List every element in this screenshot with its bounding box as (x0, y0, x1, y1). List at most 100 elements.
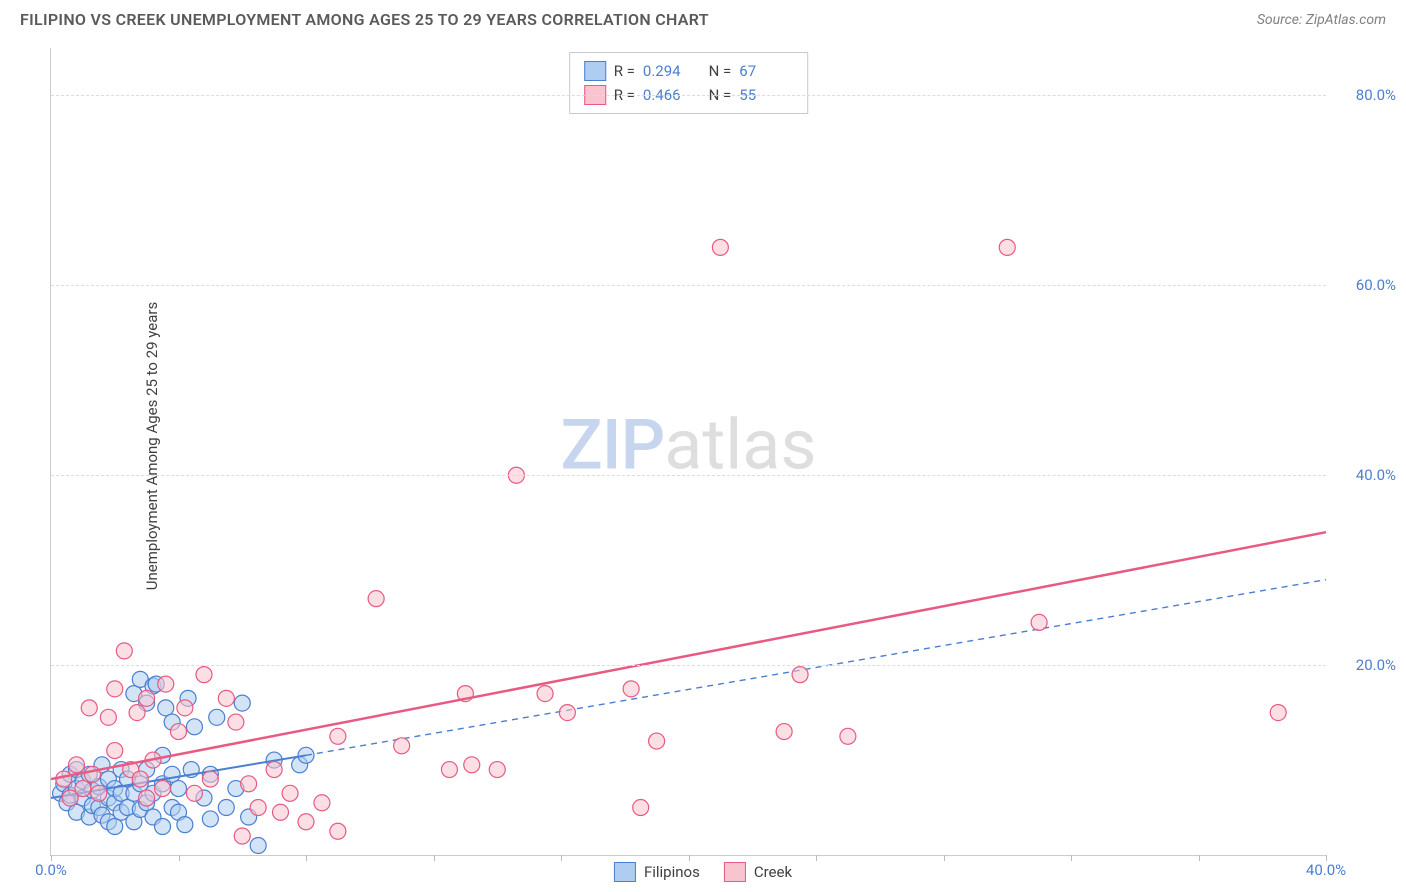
data-point (464, 757, 480, 773)
data-point (792, 667, 808, 683)
data-point (177, 817, 193, 833)
data-point (107, 819, 123, 835)
data-point (196, 667, 212, 683)
data-point (840, 728, 856, 744)
x-tick-mark (434, 855, 435, 861)
trend-line (51, 532, 1326, 779)
data-point (107, 743, 123, 759)
data-point (266, 762, 282, 778)
data-point (537, 686, 553, 702)
x-tick-label: 0.0% (35, 861, 67, 879)
chart-title: FILIPINO VS CREEK UNEMPLOYMENT AMONG AGE… (20, 10, 709, 29)
legend-swatch (724, 862, 746, 882)
data-point (116, 643, 132, 659)
legend-swatch (614, 862, 636, 882)
y-tick-label: 20.0% (1356, 656, 1396, 674)
data-point (559, 705, 575, 721)
x-tick-mark (1199, 855, 1200, 861)
x-tick-mark (944, 855, 945, 861)
scatter-chart: ZIPatlas R =0.294 N =67R =0.466 N =55 20… (50, 48, 1326, 856)
data-point (91, 785, 107, 801)
data-point (228, 714, 244, 730)
data-point (155, 819, 171, 835)
data-point (999, 239, 1015, 255)
x-tick-mark (306, 855, 307, 861)
gridline (51, 475, 1326, 476)
legend-label: Creek (754, 863, 792, 881)
x-tick-mark (689, 855, 690, 861)
data-point (623, 681, 639, 697)
legend-item: Creek (724, 862, 792, 882)
data-point (202, 811, 218, 827)
data-point (56, 771, 72, 787)
stats-legend: R =0.294 N =67R =0.466 N =55 (569, 52, 809, 114)
stat-r-label: R = (614, 62, 635, 80)
y-tick-label: 80.0% (1356, 86, 1396, 104)
legend-label: Filipinos (644, 863, 700, 881)
data-point (132, 771, 148, 787)
stat-r-value: 0.294 (643, 62, 697, 80)
x-tick-mark (1071, 855, 1072, 861)
data-point (330, 823, 346, 839)
data-point (107, 681, 123, 697)
data-point (298, 814, 314, 830)
data-point (282, 785, 298, 801)
series-legend: Filipinos Creek (614, 862, 792, 882)
data-point (81, 700, 97, 716)
data-point (314, 795, 330, 811)
legend-swatch (584, 61, 606, 81)
data-point (368, 591, 384, 607)
gridline (51, 95, 1326, 96)
data-point (158, 676, 174, 692)
source-label: Source: ZipAtlas.com (1257, 12, 1386, 28)
data-point (1270, 705, 1286, 721)
stat-n-label: N = (705, 62, 731, 80)
stat-n-value: 67 (739, 62, 793, 80)
data-point (69, 757, 85, 773)
data-point (234, 695, 250, 711)
data-point (155, 781, 171, 797)
data-point (776, 724, 792, 740)
data-point (139, 690, 155, 706)
x-tick-label: 40.0% (1306, 861, 1346, 879)
data-point (186, 785, 202, 801)
x-tick-mark (816, 855, 817, 861)
data-point (75, 781, 91, 797)
y-tick-label: 60.0% (1356, 276, 1396, 294)
data-point (129, 705, 145, 721)
data-point (171, 781, 187, 797)
data-point (218, 800, 234, 816)
data-point (633, 800, 649, 816)
x-tick-mark (179, 855, 180, 861)
data-point (250, 800, 266, 816)
data-point (441, 762, 457, 778)
gridline (51, 285, 1326, 286)
data-point (202, 771, 218, 787)
x-tick-mark (561, 855, 562, 861)
data-point (100, 709, 116, 725)
data-point (139, 790, 155, 806)
trend-line-dashed (306, 580, 1326, 756)
data-point (218, 690, 234, 706)
data-point (164, 766, 180, 782)
gridline (51, 665, 1326, 666)
data-point (241, 776, 257, 792)
data-point (250, 838, 266, 854)
data-point (171, 724, 187, 740)
y-tick-label: 40.0% (1356, 466, 1396, 484)
data-point (712, 239, 728, 255)
data-point (158, 700, 174, 716)
data-point (649, 733, 665, 749)
legend-item: Filipinos (614, 862, 700, 882)
plot-svg (51, 48, 1326, 855)
data-point (234, 828, 250, 844)
data-point (330, 728, 346, 744)
data-point (273, 804, 289, 820)
data-point (177, 700, 193, 716)
data-point (1031, 614, 1047, 630)
data-point (489, 762, 505, 778)
stats-row: R = 0.294 N = 67 (584, 59, 794, 83)
data-point (394, 738, 410, 754)
data-point (209, 709, 225, 725)
data-point (186, 719, 202, 735)
